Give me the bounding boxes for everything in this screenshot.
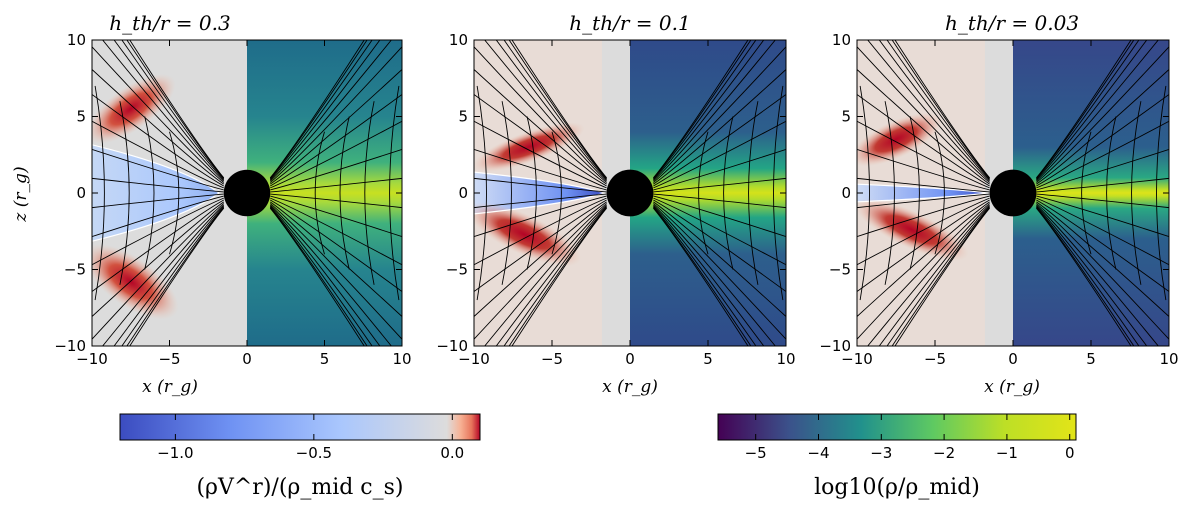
panel-2-y-tick-label: 5 [458, 108, 468, 126]
panel-1-separatrix [92, 144, 220, 242]
panel-3-ticks: −10 −5 0 5 10 −10 −5 0 5 10 [819, 31, 1178, 368]
panel-3-field-lines [857, 40, 1169, 346]
panel-3-y-tick-label: 0 [841, 184, 851, 202]
panel-1-x-tick-label: 10 [392, 350, 411, 368]
colorbar-tick-label: 0 [1065, 444, 1075, 462]
colorbar-tick-label: −5 [745, 444, 767, 462]
panel-3-density-map [1013, 40, 1169, 346]
panel-2-field-lines [474, 40, 786, 346]
panel-1-x-tick-label: −5 [158, 350, 180, 368]
panel-3-title: h_th/r = 0.03 [945, 11, 1079, 35]
panel-2-y-tick-label: 0 [458, 184, 468, 202]
panel-2-y-tick-label: 10 [449, 31, 468, 49]
panel-1-x-tick-label: 0 [242, 350, 252, 368]
panel-3-y-tick-label: 5 [841, 108, 851, 126]
panel-2-x-tick-label: −10 [458, 350, 490, 368]
colorbar-velocity-label: (ρV^r)/(ρ_mid c_s) [196, 475, 403, 500]
x-axis-label-2: x (r_g) [602, 377, 658, 397]
panel-2-x-tick-label: 10 [776, 350, 795, 368]
colorbar-tick-label: −1 [996, 444, 1018, 462]
panel-1-y-tick-label: 5 [76, 108, 86, 126]
panel-3-x-tick-label: 5 [1086, 350, 1096, 368]
panel-3-y-tick-label: −5 [829, 261, 851, 279]
colorbar-density: −5 −4 −3 −2 −1 0 log10(ρ/ρ_mid) [717, 413, 1077, 500]
panel-2-inflow-wedge [474, 172, 606, 214]
panel-3-inflow-wedge [857, 184, 989, 202]
panel-2-x-tick-label: 5 [703, 350, 713, 368]
colorbar-tick-label: 0.0 [440, 444, 464, 462]
panel-3-y-tick-label: 10 [832, 31, 851, 49]
panel-3-outflow-lobe-lower [857, 198, 969, 261]
panel-3-x-tick-label: −10 [841, 350, 873, 368]
panel-3-outflow-lobe-upper [857, 112, 942, 167]
panel-3-separatrix [857, 183, 989, 203]
panel-2-x-tick-label: 0 [625, 350, 635, 368]
panel-1: h_th/r = 0.3 −10 −5 0 5 10 −10 −5 0 5 10 [54, 11, 411, 368]
panel-1-title: h_th/r = 0.3 [109, 11, 230, 35]
panel-3-y-tick-label: −10 [819, 337, 851, 355]
panel-1-field-lines [92, 40, 402, 346]
colorbar-velocity: −1.0 −0.5 0.0 (ρV^r)/(ρ_mid c_s) [119, 413, 481, 500]
panel-2: h_th/r = 0.1 −10 −5 0 5 10 −10 −5 0 5 10 [436, 11, 795, 368]
panel-2-ticks: −10 −5 0 5 10 −10 −5 0 5 10 [436, 31, 795, 368]
panel-2-density-map [630, 40, 786, 346]
panel-1-y-tick-label: −5 [64, 261, 86, 279]
y-axis-label: z (r_g) [11, 166, 31, 222]
panel-1-maps [92, 40, 402, 346]
panel-1-y-tick-label: 0 [76, 184, 86, 202]
colorbar-tick-label: −4 [807, 444, 829, 462]
panel-2-x-tick-label: −5 [541, 350, 563, 368]
colorbar-velocity-ticks: −1.0 −0.5 0.0 [157, 414, 464, 462]
panel-3-plot: −10 −5 0 5 10 −10 −5 0 5 10 [819, 31, 1178, 368]
panel-1-density-map [247, 40, 402, 346]
panel-1-black-hole [223, 169, 271, 217]
panel-2-y-tick-label: −5 [446, 261, 468, 279]
panel-1-x-tick-label: 5 [320, 350, 330, 368]
panel-1-outflow-lobe-upper [92, 73, 176, 144]
panel-1-x-tick-label: −10 [76, 350, 108, 368]
panel-3-x-tick-label: −5 [924, 350, 946, 368]
colorbar-density-ticks: −5 −4 −3 −2 −1 0 [745, 414, 1075, 462]
colorbar-tick-label: −3 [870, 444, 892, 462]
panel-2-y-tick-label: −10 [436, 337, 468, 355]
panel-2-black-hole [606, 169, 654, 217]
panel-3-x-tick-label: 0 [1008, 350, 1018, 368]
x-axis-label-1: x (r_g) [142, 377, 198, 397]
panel-2-maps [474, 40, 786, 346]
x-axis-label-3: x (r_g) [984, 377, 1040, 397]
colorbar-density-label: log10(ρ/ρ_mid) [814, 475, 980, 500]
colorbar-tick-label: −0.5 [296, 444, 332, 462]
panel-1-y-tick-label: −10 [54, 337, 86, 355]
panel-2-title: h_th/r = 0.1 [569, 11, 690, 35]
panel-1-ticks: −10 −5 0 5 10 −10 −5 0 5 10 [54, 31, 411, 368]
panel-3-x-tick-label: 10 [1159, 350, 1178, 368]
panel-1-inflow-wedge [92, 144, 220, 242]
panel-2-plot: −10 −5 0 5 10 −10 −5 0 5 10 [436, 31, 795, 368]
colorbar-tick-label: −2 [933, 444, 955, 462]
panel-3-black-hole [989, 169, 1037, 217]
panel-2-outflow-lobe-lower [474, 202, 582, 267]
colorbar-tick-label: −1.0 [157, 444, 193, 462]
panel-1-y-tick-label: 10 [67, 31, 86, 49]
panel-3-maps [857, 40, 1169, 346]
panel-3: h_th/r = 0.03 −10 −5 0 5 10 −10 −5 0 5 10 [819, 11, 1178, 368]
panel-1-plot: −10 −5 0 5 10 −10 −5 0 5 10 [54, 31, 411, 368]
